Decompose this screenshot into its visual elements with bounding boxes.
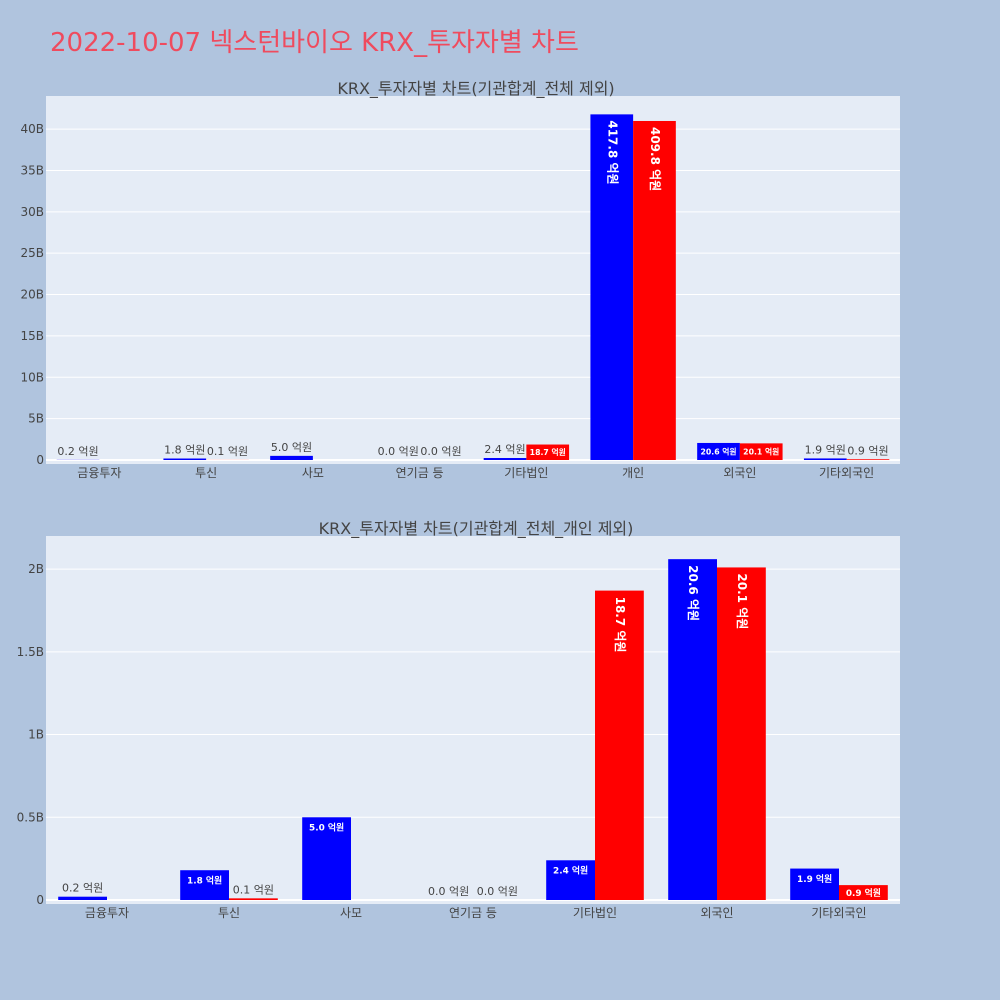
x-tick-label: 투신 bbox=[218, 906, 240, 920]
data-label: 0.0 억원 bbox=[477, 885, 518, 898]
buy-bar bbox=[546, 860, 595, 900]
buy-bar bbox=[180, 870, 229, 900]
x-tick-label: 기타외국인 bbox=[819, 466, 874, 480]
buy-bar bbox=[803, 458, 847, 460]
buy-bar bbox=[590, 114, 634, 461]
data-label: 20.1 억원 bbox=[743, 447, 779, 457]
y-tick-label: 25B bbox=[20, 246, 44, 260]
data-label: 0.0 억원 bbox=[428, 885, 469, 898]
buy-bar bbox=[302, 817, 351, 900]
data-label: 0.1 억원 bbox=[233, 883, 274, 896]
y-tick-label: 1B bbox=[28, 728, 44, 742]
sell-bar bbox=[717, 567, 766, 900]
y-tick-label: 35B bbox=[20, 163, 44, 177]
sell-bar bbox=[739, 443, 783, 460]
data-label: 2.4 억원 bbox=[484, 443, 525, 456]
sell-bar bbox=[595, 590, 644, 900]
x-tick-label: 금융투자 bbox=[77, 466, 121, 480]
y-tick-label: 30B bbox=[20, 205, 44, 219]
y-tick-label: 0.5B bbox=[17, 810, 44, 824]
sell-bar bbox=[229, 898, 278, 900]
buy-bar bbox=[790, 868, 839, 900]
buy-bar bbox=[668, 559, 717, 900]
x-tick-label: 외국인 bbox=[700, 906, 733, 920]
data-label: 1.9 억원 bbox=[797, 873, 832, 885]
y-tick-label: 0 bbox=[36, 453, 44, 467]
data-label: 20.6 억원 bbox=[700, 446, 736, 456]
chart-title: KRX_투자자별 차트(기관합계_전체 제외) bbox=[337, 79, 614, 99]
y-tick-label: 15B bbox=[20, 329, 44, 343]
y-tick-label: 5B bbox=[28, 412, 44, 426]
y-tick-label: 20B bbox=[20, 288, 44, 302]
data-label: 0.0 억원 bbox=[378, 445, 419, 458]
sell-bar bbox=[526, 444, 570, 460]
buy-bar bbox=[483, 458, 527, 460]
data-label: 0.1 억원 bbox=[207, 445, 248, 458]
x-tick-label: 사모 bbox=[302, 466, 324, 480]
sell-bar bbox=[846, 459, 890, 460]
y-tick-label: 10B bbox=[20, 370, 44, 384]
buy-bar bbox=[163, 458, 207, 460]
data-label: 2.4 억원 bbox=[553, 865, 588, 877]
x-tick-label: 기타법인 bbox=[573, 906, 617, 920]
data-label: 1.8 억원 bbox=[164, 444, 205, 457]
y-tick-label: 1.5B bbox=[17, 645, 44, 659]
y-tick-label: 40B bbox=[20, 122, 44, 136]
data-label: 1.8 억원 bbox=[187, 875, 222, 887]
buy-bar bbox=[58, 896, 107, 900]
sell-bar bbox=[633, 120, 676, 460]
data-label: 1.9 억원 bbox=[805, 443, 846, 456]
data-label: 5.0 억원 bbox=[271, 441, 312, 454]
x-tick-label: 사모 bbox=[340, 906, 362, 920]
data-label: 0.0 억원 bbox=[420, 445, 461, 458]
x-tick-label: 기타법인 bbox=[504, 466, 548, 480]
data-label: 0.9 억원 bbox=[847, 444, 888, 457]
plot-area bbox=[46, 536, 900, 904]
y-tick-label: 2B bbox=[28, 562, 44, 576]
x-tick-label: 투신 bbox=[195, 466, 217, 480]
buy-bar bbox=[697, 442, 740, 460]
y-tick-label: 0 bbox=[36, 893, 44, 907]
x-tick-label: 연기금 등 bbox=[449, 906, 497, 920]
x-tick-label: 기타외국인 bbox=[811, 906, 866, 920]
sell-bar bbox=[839, 885, 888, 900]
x-tick-label: 외국인 bbox=[723, 466, 756, 480]
x-tick-label: 개인 bbox=[622, 466, 644, 480]
data-label: 409.8 억원 bbox=[648, 127, 662, 191]
data-label: 18.7 억원 bbox=[530, 447, 566, 457]
data-label: 18.7 억원 bbox=[613, 597, 627, 653]
data-label: 0.2 억원 bbox=[62, 882, 103, 895]
plot-area bbox=[46, 96, 900, 464]
x-tick-label: 연기금 등 bbox=[396, 466, 444, 480]
x-tick-label: 금융투자 bbox=[85, 906, 129, 920]
chart-title: KRX_투자자별 차트(기관합계_전체_개인 제외) bbox=[319, 519, 634, 539]
data-label: 0.9 억원 bbox=[846, 887, 881, 899]
data-label: 417.8 억원 bbox=[605, 120, 619, 184]
page-title: 2022-10-07 넥스턴바이오 KRX_투자자별 차트 bbox=[50, 28, 579, 58]
data-label: 20.1 억원 bbox=[735, 573, 749, 629]
data-label: 20.6 억원 bbox=[686, 565, 700, 621]
buy-bar bbox=[270, 455, 313, 460]
data-label: 0.2 억원 bbox=[57, 445, 98, 458]
data-label: 5.0 억원 bbox=[309, 822, 344, 834]
